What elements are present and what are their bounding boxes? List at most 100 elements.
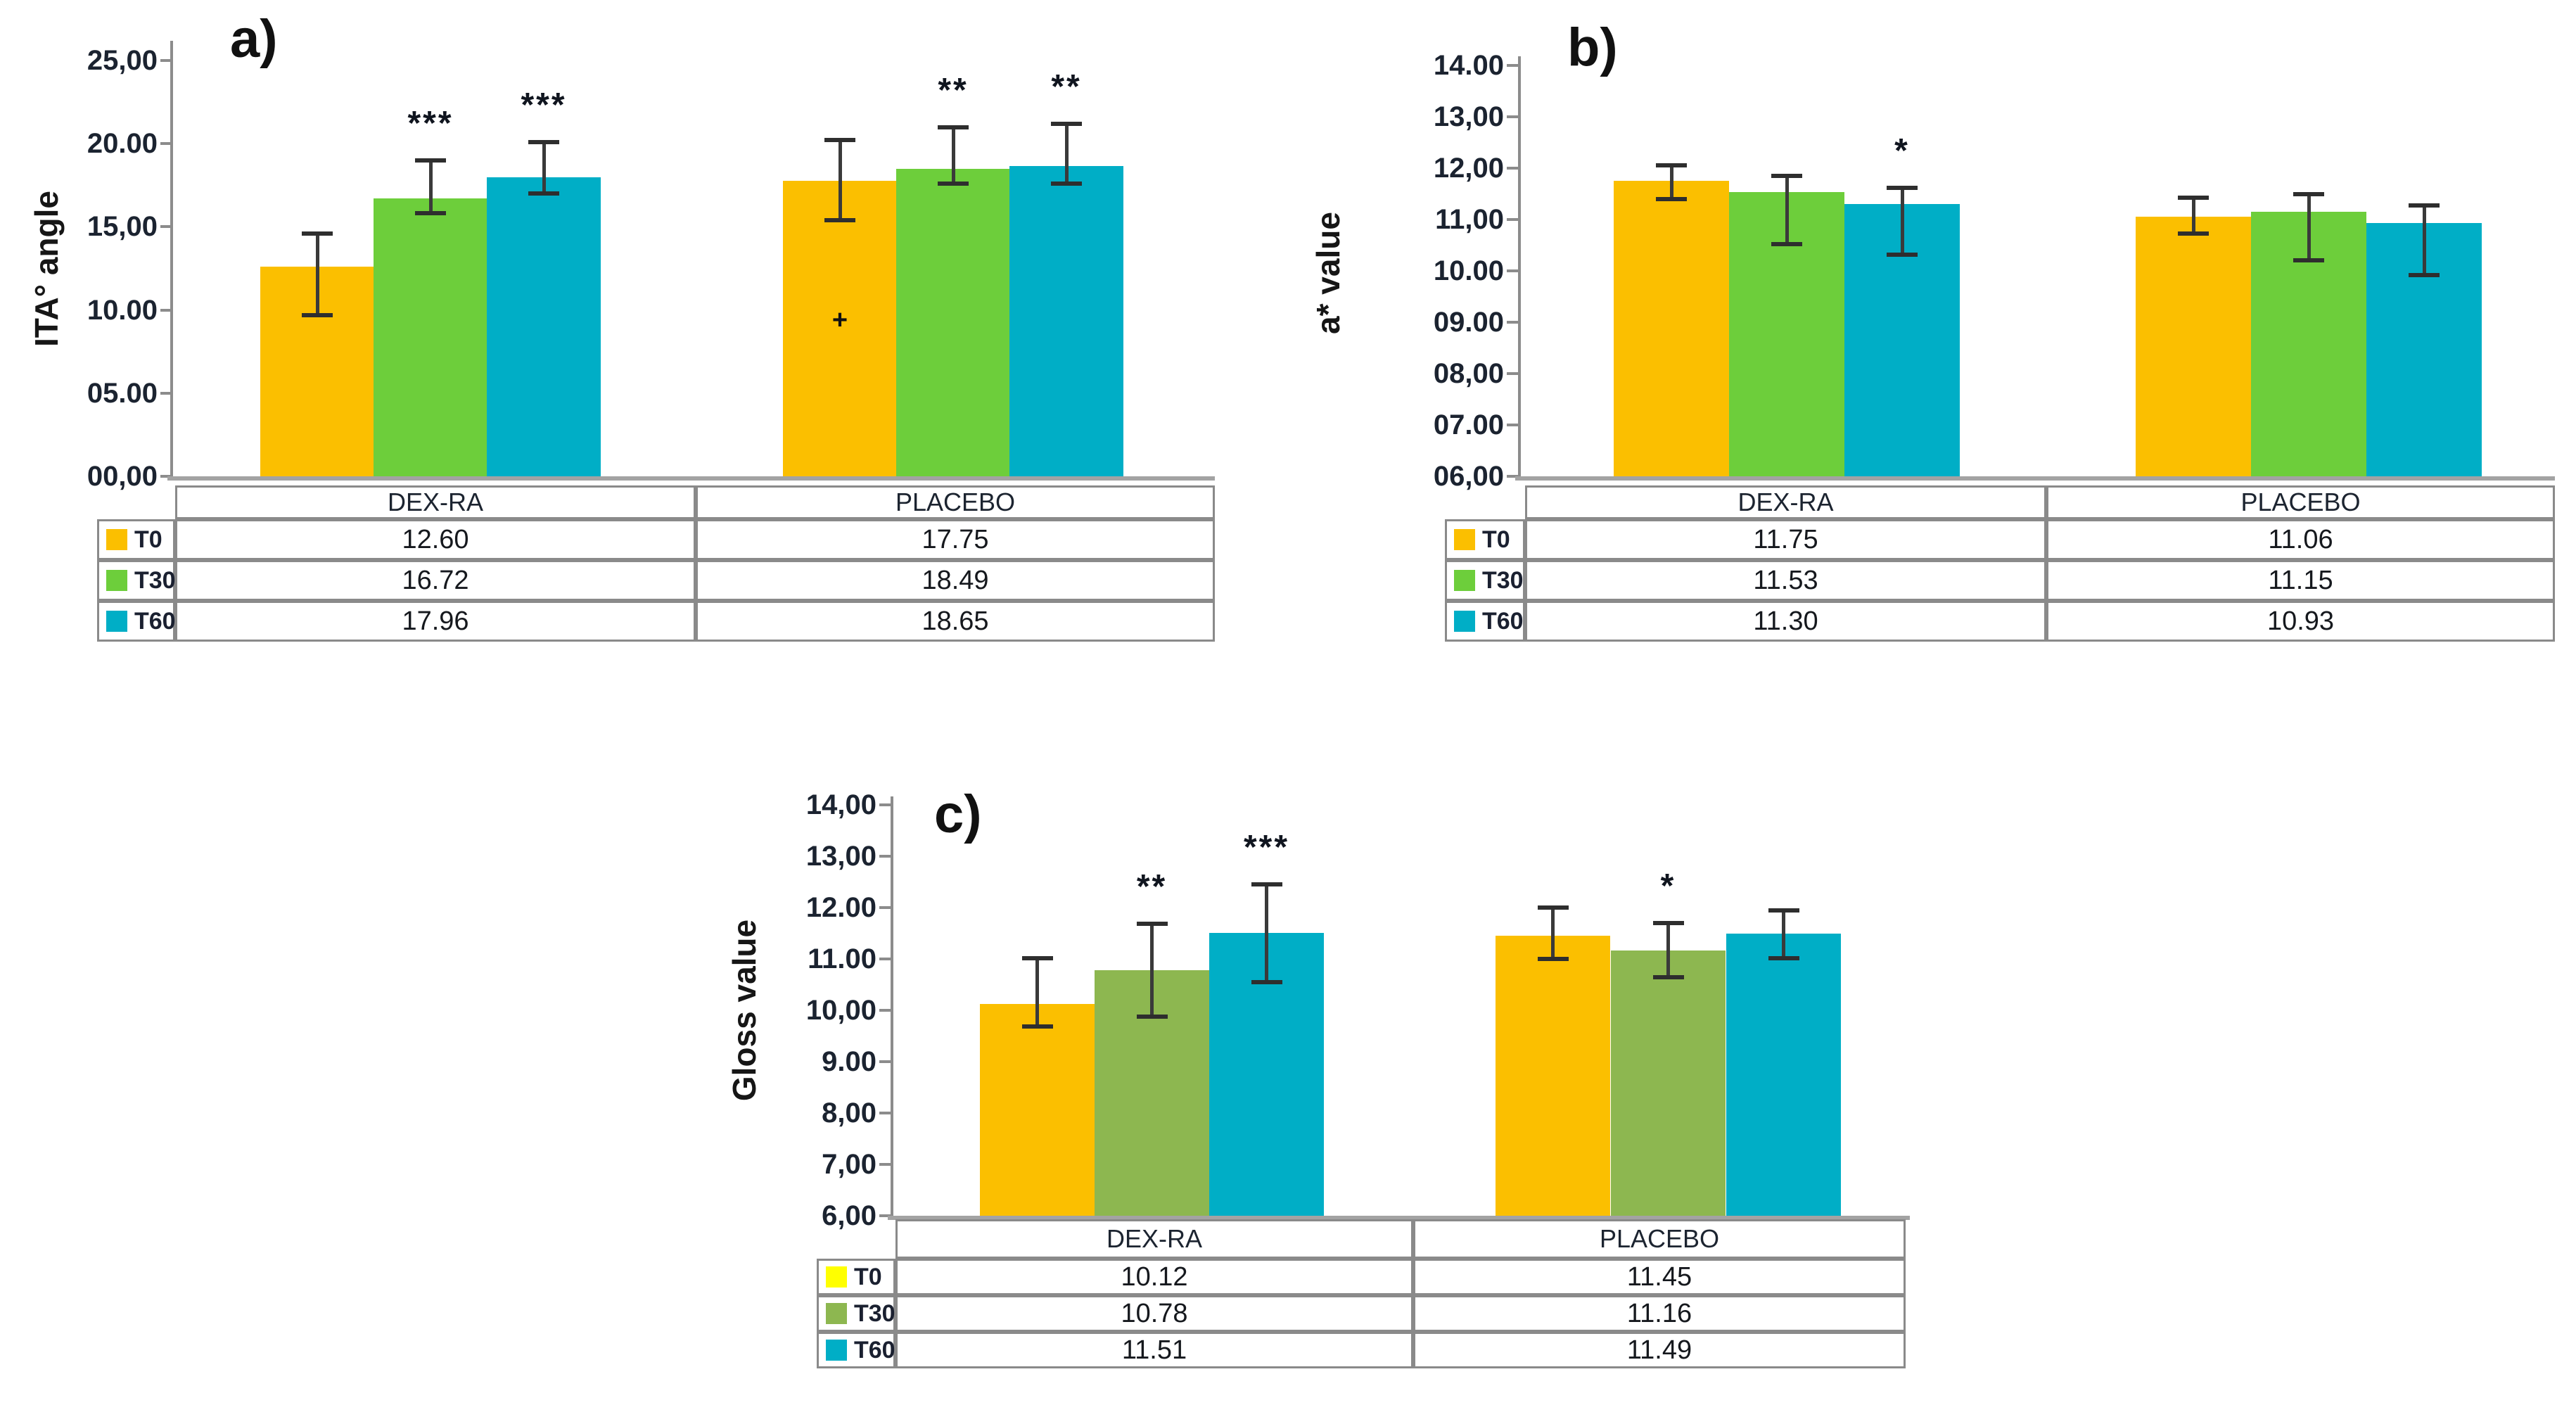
error-bar-line: [315, 233, 319, 315]
legend-label-t0: T0: [134, 526, 162, 553]
error-bar-cap-top: [2293, 191, 2324, 196]
bar-t30-placebo: [1611, 951, 1726, 1216]
y-tick-label: 9.00: [822, 1046, 876, 1077]
error-bar-line: [1785, 175, 1789, 245]
error-bar-cap-bottom: [938, 181, 969, 186]
error-bar-line: [1150, 924, 1154, 1017]
y-axis-tick: [879, 1112, 891, 1114]
error-bar-cap-bottom: [2409, 272, 2440, 277]
y-axis-tick: [1507, 115, 1518, 118]
legend-swatch-t0: [1454, 529, 1475, 550]
y-axis-line: [1518, 56, 1521, 476]
bar-t0-dex-ra: [980, 1004, 1095, 1216]
y-axis-tick: [160, 475, 170, 478]
y-axis-tick: [160, 308, 170, 312]
significance-marker: **: [1051, 68, 1082, 106]
error-bar-line: [428, 160, 433, 214]
table-value-t30-dex-ra: 10.78: [895, 1295, 1413, 1332]
error-bar-cap-bottom: [1051, 181, 1082, 186]
table-value-t30-placebo: 11.16: [1413, 1295, 1906, 1332]
table-value-t60-placebo: 10.93: [2046, 601, 2555, 642]
error-bar-cap-top: [824, 138, 855, 143]
y-tick-label: 10.00: [87, 294, 158, 326]
table-legend-cell-t30: T30: [1445, 560, 1525, 601]
table-legend-cell-t0: T0: [817, 1259, 895, 1295]
error-bar-cap-top: [1051, 121, 1082, 126]
y-axis-tick: [879, 803, 891, 806]
error-bar-cap-top: [1887, 185, 1918, 190]
x-axis-baseline: [167, 476, 1215, 481]
panel-label-b: b): [1567, 18, 1618, 77]
panel-label-c: c): [934, 784, 982, 844]
legend-label-t0: T0: [1482, 526, 1510, 553]
table-value-t0-placebo: 11.45: [1413, 1259, 1906, 1295]
error-bar-cap-bottom: [415, 211, 446, 216]
legend-swatch-t60: [826, 1340, 847, 1361]
y-axis-tick: [879, 855, 891, 858]
y-tick-label: 09.00: [1433, 307, 1504, 338]
y-tick-label: 08,00: [1433, 358, 1504, 389]
y-tick-label: 07.00: [1433, 409, 1504, 440]
error-bar-cap-top: [1251, 882, 1282, 887]
table-value-t0-placebo: 11.06: [2046, 519, 2555, 560]
legend-label-t0: T0: [854, 1263, 882, 1290]
y-tick-label: 15,00: [87, 211, 158, 243]
error-bar-line: [2307, 193, 2311, 261]
table-value-t30-dex-ra: 11.53: [1525, 560, 2046, 601]
legend-label-t30: T30: [134, 566, 176, 594]
significance-marker: **: [938, 71, 969, 109]
y-axis-tick: [1507, 64, 1518, 67]
y-axis-tick: [160, 142, 170, 146]
error-bar-cap-bottom: [302, 312, 333, 317]
error-bar-cap-bottom: [824, 217, 855, 222]
error-bar-line: [1900, 187, 1904, 255]
y-tick-label: 12.00: [805, 892, 876, 923]
y-axis-tick: [1507, 269, 1518, 272]
table-header-dex-ra: DEX-RA: [175, 485, 696, 519]
table-value-t60-dex-ra: 11.51: [895, 1332, 1413, 1368]
error-bar-cap-bottom: [1537, 957, 1569, 961]
y-axis-tick: [1507, 475, 1518, 478]
table-legend-cell-t60: T60: [1445, 601, 1525, 642]
bar-t30-placebo: [896, 168, 1010, 476]
y-axis-tick: [1507, 424, 1518, 426]
error-bar-cap-top: [528, 139, 559, 144]
y-axis-tick: [879, 1214, 891, 1217]
error-bar-line: [1064, 123, 1069, 184]
table-value-t60-placebo: 11.49: [1413, 1332, 1906, 1368]
bar-t60-dex-ra: [487, 177, 601, 476]
panel-label-a: a): [230, 9, 278, 69]
y-axis-tick: [1507, 218, 1518, 221]
y-tick-label: 8,00: [822, 1098, 876, 1129]
bar-t60-placebo: [1009, 166, 1123, 476]
y-axis-tick: [160, 391, 170, 395]
significance-marker: *: [1894, 132, 1910, 170]
error-bar-cap-bottom: [1251, 979, 1282, 984]
table-value-t60-dex-ra: 11.30: [1525, 601, 2046, 642]
error-bar-cap-bottom: [528, 191, 559, 196]
legend-swatch-t30: [826, 1303, 847, 1324]
error-bar-cap-top: [1021, 955, 1053, 960]
significance-marker: *: [1660, 867, 1676, 905]
error-bar-line: [542, 141, 546, 194]
error-bar-line: [838, 140, 842, 220]
y-tick-label: 11,00: [1435, 204, 1504, 235]
y-tick-label: 10.00: [1433, 255, 1504, 286]
y-tick-label: 13,00: [805, 841, 876, 872]
y-tick-label: 25,00: [87, 45, 158, 76]
table-value-t0-dex-ra: 12.60: [175, 519, 696, 560]
legend-swatch-t30: [106, 570, 127, 591]
y-tick-label: 00,00: [87, 461, 158, 492]
error-bar-cap-top: [1768, 908, 1799, 913]
y-axis-tick: [879, 906, 891, 909]
table-value-t0-dex-ra: 10.12: [895, 1259, 1413, 1295]
error-bar-cap-top: [302, 231, 333, 236]
error-bar-line: [1782, 910, 1785, 958]
bar-t0-placebo: [1496, 936, 1610, 1216]
x-axis-baseline: [888, 1216, 1910, 1220]
y-tick-label: 7,00: [822, 1149, 876, 1180]
error-bar-cap-bottom: [2178, 231, 2209, 236]
legend-swatch-t0: [106, 529, 127, 550]
